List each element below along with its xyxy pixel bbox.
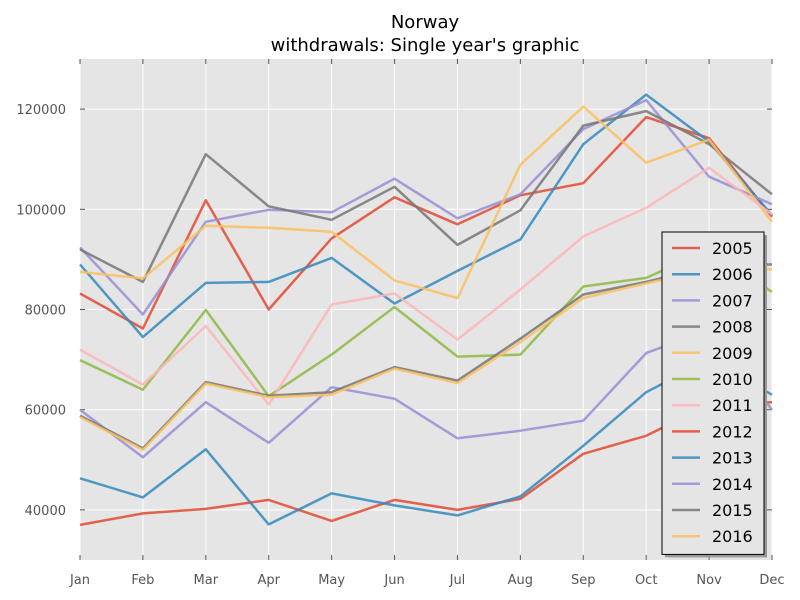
grid-lines [79,59,773,560]
legend-label-2015: 2015 [712,501,753,520]
series-line-2008 [79,109,773,284]
y-tick-label: 80000 [25,304,66,319]
legend-label-2012: 2012 [712,422,753,441]
y-tick-label: 40000 [25,504,66,519]
x-tick-label: Dec [759,573,784,588]
series-line-2013 [79,358,773,526]
x-tick-label: May [318,573,345,588]
x-tick-label: Oct [635,573,657,588]
legend-label-2013: 2013 [712,449,753,468]
legend-label-2008: 2008 [712,318,753,337]
legend-label-2014: 2014 [712,475,753,494]
series-line-2007 [79,98,773,316]
legend-label-2007: 2007 [712,291,753,310]
legend-label-2011: 2011 [712,396,753,415]
series-lines [79,93,773,527]
legend-label-2006: 2006 [712,265,753,284]
x-tick-label: Jul [449,573,466,588]
legend-label-2010: 2010 [712,370,753,389]
legend-label-2009: 2009 [712,344,753,363]
legend: 2005 2006 2007 2008 2009 2010 2011 2012 2013 2014… [661,231,767,558]
legend-label-2005: 2005 [712,239,753,258]
x-tick-label: Nov [696,573,722,588]
series-line-2011 [79,166,773,406]
x-tick-label: Apr [257,573,280,588]
chart-title: Norway [390,12,460,33]
y-tick-label: 100000 [16,203,66,218]
legend-label-2016: 2016 [712,527,753,546]
y-tick-label: 60000 [25,404,66,419]
x-tick-label: Aug [508,573,533,588]
series-line-2016 [79,268,772,452]
series-line-2009 [79,105,773,300]
x-tick-label: Jun [383,573,404,588]
series-line-2006 [79,93,773,339]
x-tick-label: Sep [571,573,596,588]
series-line-2010 [79,248,773,398]
chart-subtitle: withdrawals: Single year's graphic [270,35,580,56]
series-line-2012 [79,400,773,527]
x-tick-label: Jan [69,573,90,588]
series-line-2014 [79,328,773,459]
legend-box [661,231,765,555]
x-tick-label: Feb [131,573,154,588]
series-line-2005 [79,115,773,330]
x-tick-label: Mar [194,573,219,588]
axis-ticks: Jan Feb Mar Apr May Jun Jul Aug Sep Oct Nov Dec 4000… [16,59,785,588]
y-tick-label: 120000 [16,103,66,118]
